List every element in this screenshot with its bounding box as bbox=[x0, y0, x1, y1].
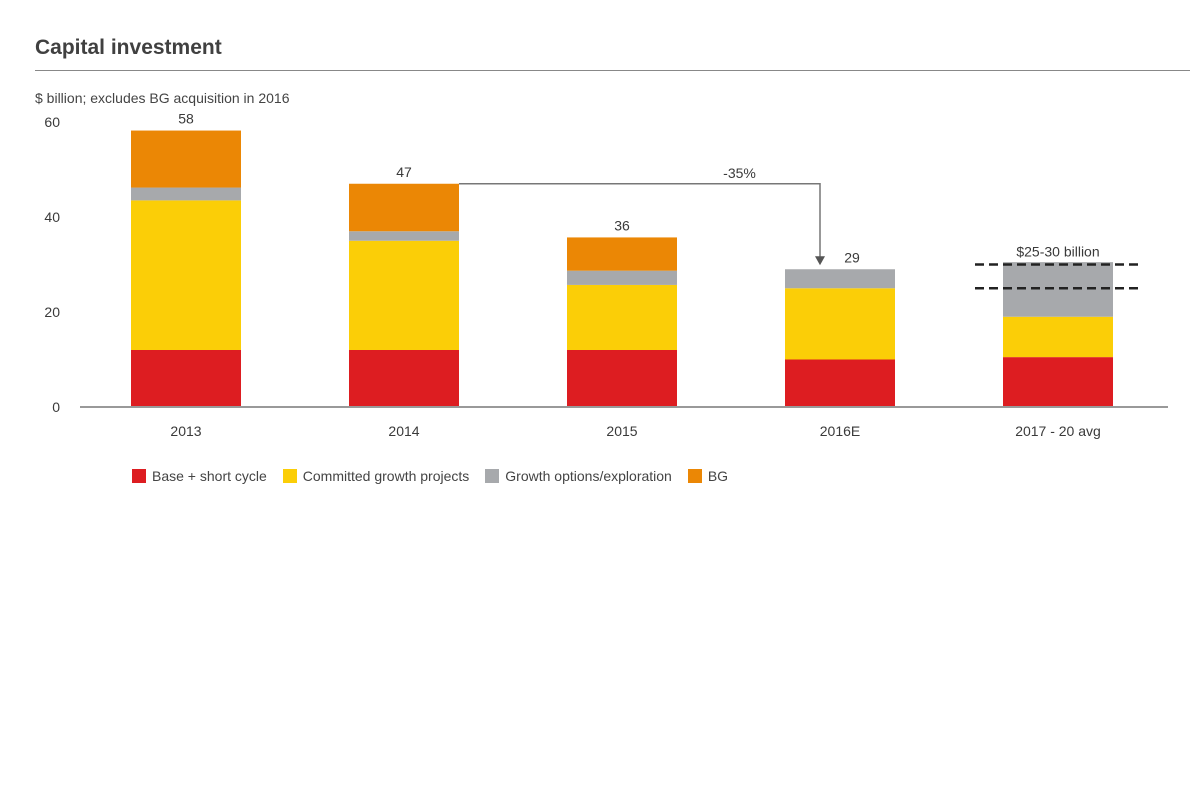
total-label: 29 bbox=[844, 249, 860, 265]
legend-item: BG bbox=[687, 468, 729, 484]
bar-segment bbox=[785, 359, 895, 407]
y-tick-label: 20 bbox=[44, 304, 60, 320]
bar-segment bbox=[567, 270, 677, 285]
x-tick-label: 2014 bbox=[388, 423, 419, 439]
bar-segment bbox=[131, 187, 241, 201]
bar-segment bbox=[567, 350, 677, 407]
legend-label: Base + short cycle bbox=[152, 468, 267, 484]
bar-segment bbox=[349, 350, 459, 407]
bar-segment bbox=[785, 269, 895, 289]
bar-segment bbox=[131, 350, 241, 407]
arrow-head-icon bbox=[815, 256, 825, 266]
legend-item: Growth options/exploration bbox=[485, 468, 672, 484]
bar-segment bbox=[785, 288, 895, 360]
annotation-arrow-line bbox=[459, 183, 821, 258]
legend-item: Committed growth projects bbox=[282, 468, 470, 484]
legend-swatch bbox=[687, 469, 702, 483]
legend-swatch bbox=[485, 469, 500, 483]
y-tick-label: 60 bbox=[44, 114, 60, 130]
range-label: $25-30 billion bbox=[1016, 244, 1099, 260]
bar-segment bbox=[349, 240, 459, 350]
chart-subtitle: $ billion; excludes BG acquisition in 20… bbox=[35, 90, 290, 106]
title-divider bbox=[35, 70, 1190, 71]
x-tick-label: 2015 bbox=[606, 423, 637, 439]
bar-segment bbox=[1003, 357, 1113, 407]
legend: Base + short cycle Committed growth proje… bbox=[132, 468, 728, 484]
total-label: 36 bbox=[614, 217, 630, 233]
legend-swatch bbox=[282, 469, 297, 483]
x-tick-label: 2017 - 20 avg bbox=[1015, 423, 1101, 439]
x-tick-label: 2016E bbox=[820, 423, 860, 439]
bar-segment bbox=[349, 231, 459, 241]
bar-segment bbox=[1003, 316, 1113, 358]
legend-item: Base + short cycle bbox=[132, 468, 267, 484]
total-label: 58 bbox=[178, 111, 194, 127]
bar-segment bbox=[131, 200, 241, 350]
bar-segment bbox=[131, 130, 241, 188]
total-label: 47 bbox=[396, 164, 412, 180]
y-tick-label: 0 bbox=[52, 399, 60, 415]
annotation-label: -35% bbox=[723, 165, 756, 181]
bar-segment bbox=[567, 237, 677, 271]
legend-label: Growth options/exploration bbox=[505, 468, 672, 484]
legend-label: BG bbox=[707, 468, 729, 484]
bar-segment bbox=[567, 284, 677, 350]
legend-swatch bbox=[132, 469, 146, 483]
chart-title: Capital investment bbox=[35, 36, 222, 59]
legend-label: Committed growth projects bbox=[302, 468, 470, 484]
x-tick-label: 2013 bbox=[170, 423, 201, 439]
y-tick-label: 40 bbox=[44, 209, 60, 225]
bar-segment bbox=[349, 183, 459, 232]
